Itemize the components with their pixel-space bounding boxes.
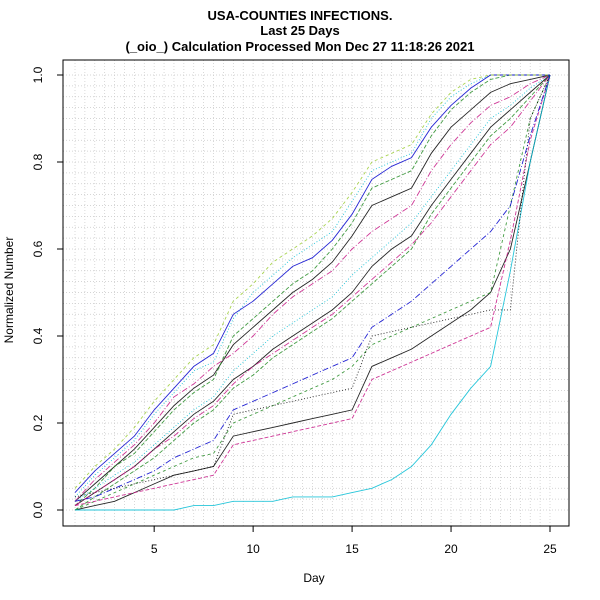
x-tick-label-15: 15 <box>345 542 359 556</box>
series-lines <box>74 74 551 511</box>
y-tick-label-0.2: 0.2 <box>31 414 45 431</box>
series-line-11 <box>74 74 551 511</box>
y-tick-label-1.0: 1.0 <box>31 66 45 83</box>
chart-subtitle-2: (_oio_) Calculation Processed Mon Dec 27… <box>125 39 475 54</box>
x-tick-label-5: 5 <box>151 542 158 556</box>
series-line-14 <box>74 74 551 507</box>
y-tick-label-0.0: 0.0 <box>31 501 45 518</box>
x-tick-label-25: 25 <box>543 542 557 556</box>
series-line-1 <box>74 74 551 502</box>
chart-title: USA-COUNTIES INFECTIONS. <box>207 8 393 23</box>
series-line-13 <box>75 74 551 511</box>
x-tick-label-20: 20 <box>444 542 458 556</box>
axis-ticks: 5 10 15 20 25 0.0 0.2 0.4 0.6 0.8 1.0 <box>31 66 557 556</box>
y-axis-label: Normalized Number <box>2 236 16 344</box>
series-line-15 <box>74 74 551 498</box>
series-line-9 <box>74 74 551 502</box>
series-line-5 <box>74 74 550 493</box>
chart-subtitle: Last 25 Days <box>260 23 340 38</box>
y-tick-label-0.4: 0.4 <box>31 327 45 344</box>
series-line-12 <box>74 74 551 511</box>
grid <box>63 60 569 526</box>
y-tick-label-0.8: 0.8 <box>31 153 45 170</box>
series-line-10 <box>74 74 551 506</box>
series-line-16 <box>74 74 551 502</box>
series-line-3 <box>74 74 550 498</box>
series-line-4 <box>74 74 551 502</box>
plot-frame <box>62 59 570 527</box>
series-line-7 <box>74 74 551 506</box>
series-line-2 <box>74 74 550 506</box>
x-tick-label-10: 10 <box>246 542 260 556</box>
x-axis-label: Day <box>303 571 325 585</box>
y-tick-label-0.6: 0.6 <box>31 240 45 257</box>
